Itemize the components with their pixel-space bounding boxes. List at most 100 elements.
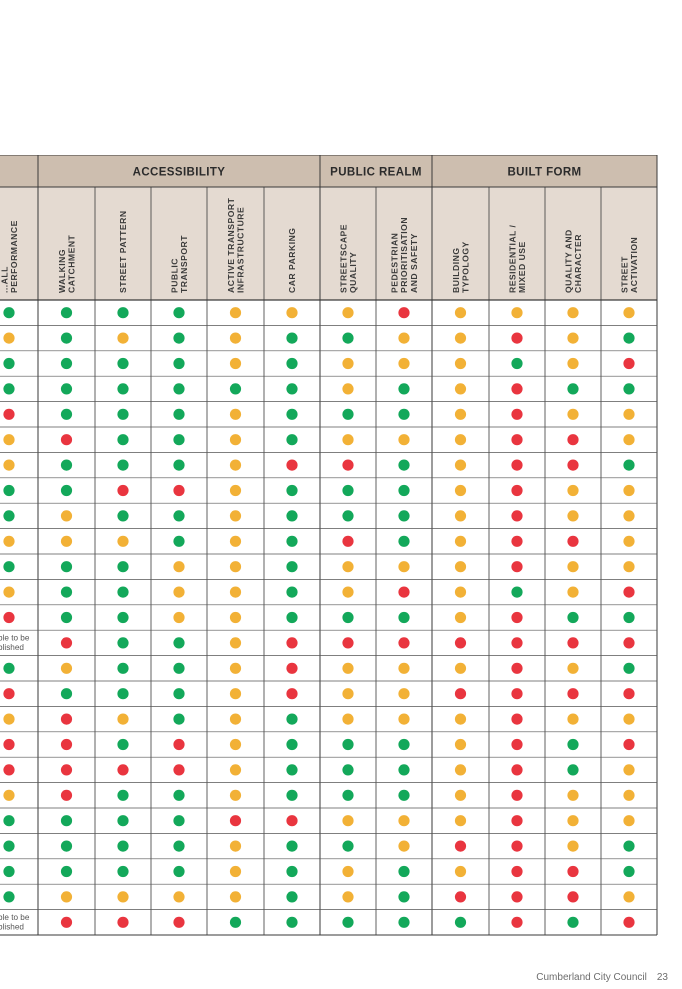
rating-dot	[286, 434, 298, 446]
rating-dot	[229, 332, 242, 344]
column-header-label: RESIDENTIAL /	[507, 224, 517, 293]
rating-dot	[567, 408, 579, 420]
rating-dot	[117, 713, 129, 725]
rating-dot	[398, 840, 410, 852]
rating-dot	[398, 637, 410, 649]
rating-dot	[398, 916, 410, 928]
rating-dot	[567, 865, 579, 878]
rating-dot	[286, 662, 298, 674]
rating-dot	[173, 307, 185, 319]
rating-dot	[454, 332, 467, 344]
rating-dot	[511, 357, 523, 370]
rating-dot	[229, 789, 242, 801]
column-header-label: QUALITY	[348, 252, 358, 293]
rating-dot	[286, 738, 298, 751]
rating-dot	[286, 357, 298, 370]
rating-dot	[286, 510, 298, 522]
rating-dot	[229, 586, 242, 598]
rating-dot	[454, 434, 467, 446]
rating-dot	[511, 307, 523, 319]
rating-dot	[623, 484, 635, 497]
rating-dot	[567, 484, 579, 497]
rating-dot	[286, 891, 298, 903]
rating-dot	[229, 459, 242, 471]
rating-dot	[398, 688, 410, 700]
column-header-label: QUALITY AND	[563, 229, 573, 293]
rating-dot	[398, 713, 410, 725]
rating-dot	[398, 865, 410, 878]
rating-dot	[60, 865, 73, 878]
rating-dot	[60, 688, 73, 700]
rating-dot	[623, 764, 635, 776]
rating-dot	[623, 916, 635, 928]
rating-dot	[60, 891, 73, 903]
row-note: ble to be	[0, 633, 30, 642]
rating-dot	[117, 510, 129, 522]
rating-dot	[60, 611, 73, 624]
rating-dot	[60, 307, 73, 319]
rating-dot	[398, 789, 410, 801]
rating-dot	[286, 408, 298, 420]
rating-dot	[3, 383, 15, 395]
rating-dot	[286, 764, 298, 776]
rating-dot	[398, 815, 410, 827]
rating-dot	[342, 383, 354, 395]
rating-dot	[286, 840, 298, 852]
rating-dot	[623, 611, 635, 624]
rating-dot	[398, 535, 410, 547]
rating-dot	[623, 434, 635, 446]
rating-dot	[511, 408, 523, 420]
rating-dot	[623, 789, 635, 801]
rating-dot	[286, 332, 298, 344]
rating-dot	[623, 738, 635, 751]
rating-dot	[229, 662, 242, 674]
rating-dot	[117, 383, 129, 395]
group-header-band	[0, 155, 657, 187]
rating-dot	[567, 611, 579, 624]
rating-dot	[567, 764, 579, 776]
rating-dot	[567, 815, 579, 827]
rating-dot	[567, 688, 579, 700]
rating-dot	[398, 357, 410, 370]
rating-dot	[229, 637, 242, 649]
rating-dot	[286, 916, 298, 928]
rating-dot	[342, 459, 354, 471]
rating-dot	[60, 332, 73, 344]
rating-dot	[3, 611, 15, 624]
rating-dot	[60, 789, 73, 801]
rating-dot	[342, 307, 354, 319]
rating-dot	[342, 891, 354, 903]
rating-dot	[511, 738, 523, 751]
rating-dot	[511, 586, 523, 598]
rating-dot	[173, 637, 185, 649]
rating-dot	[286, 459, 298, 471]
rating-dot	[623, 891, 635, 903]
rating-dot	[60, 459, 73, 471]
rating-dot	[511, 789, 523, 801]
rating-dot	[60, 662, 73, 674]
rating-dot	[117, 561, 129, 573]
rating-dot	[623, 586, 635, 598]
column-header-label: CATCHMENT	[67, 234, 77, 293]
rating-dot	[511, 510, 523, 522]
column-header-label: INFRASTRUCTURE	[236, 207, 246, 293]
rating-dot	[3, 459, 15, 471]
rating-dot	[3, 840, 15, 852]
rating-dot	[117, 357, 129, 370]
rating-dot	[398, 891, 410, 903]
rating-dot	[60, 738, 73, 751]
rating-dot	[173, 383, 185, 395]
rating-dot	[567, 434, 579, 446]
rating-dot	[342, 662, 354, 674]
rating-dot	[567, 307, 579, 319]
rating-dot	[229, 611, 242, 624]
column-header-label: ACTIVE TRANSPORT	[226, 197, 236, 293]
rating-dot	[286, 789, 298, 801]
rating-dot	[398, 510, 410, 522]
rating-dot	[398, 459, 410, 471]
rating-dot	[567, 510, 579, 522]
rating-dot	[342, 916, 354, 928]
column-header-label: STREET PATTERN	[118, 210, 128, 293]
rating-dot	[567, 789, 579, 801]
rating-dot	[3, 484, 15, 497]
